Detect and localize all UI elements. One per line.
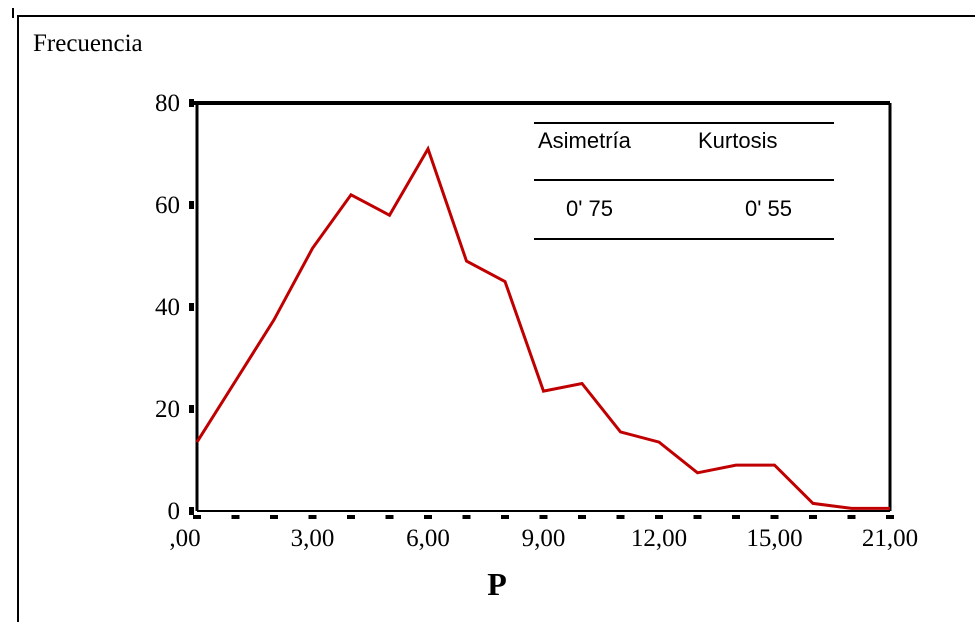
figure-frame-left (17, 15, 19, 622)
stats-header-asimetria: Asimetría (538, 128, 632, 153)
x-tick-label: ,00 (169, 525, 200, 552)
x-tick-mark (578, 515, 586, 519)
x-tick-mark (462, 515, 471, 519)
y-tick-mark (189, 201, 194, 209)
x-tick-mark (809, 515, 817, 519)
x-tick-mark (501, 515, 509, 519)
x-tick-label: 12,00 (631, 525, 687, 552)
figure-frame-notch (12, 8, 14, 18)
x-axis-title: P (487, 566, 507, 602)
y-axis-title: Frecuencia (33, 30, 143, 57)
x-tick-mark (847, 515, 856, 519)
x-tick-mark (193, 515, 201, 519)
figure-frame-top (17, 15, 975, 17)
series-line (195, 145, 890, 510)
stats-header-kurtosis: Kurtosis (698, 128, 777, 153)
y-tick-mark (189, 405, 194, 413)
y-tick-mark (189, 303, 194, 311)
x-tick-mark (347, 515, 355, 519)
x-tick-mark (770, 515, 779, 519)
x-tick-mark (539, 515, 548, 519)
x-tick-mark (308, 515, 317, 519)
x-tick-mark (231, 515, 240, 519)
y-tick-label: 40 (155, 294, 180, 321)
y-axis-ticks: 0 20 40 60 80 (155, 90, 194, 525)
x-axis-ticks: ,00 3,00 6,00 9,00 12,00 15,00 21,00 (169, 515, 918, 552)
stats-value-kurtosis: 0' 55 (745, 196, 792, 221)
stats-table: Asimetría Kurtosis 0' 75 0' 55 (534, 122, 834, 240)
y-tick-label: 60 (155, 192, 180, 219)
y-tick-mark (189, 507, 194, 515)
series-group (195, 145, 890, 510)
x-tick-label: 9,00 (522, 525, 566, 552)
x-tick-mark (732, 515, 740, 519)
x-tick-mark (886, 515, 894, 519)
plot-area-frame (190, 101, 892, 512)
y-tick-label: 20 (155, 396, 180, 423)
x-tick-label: 6,00 (406, 525, 450, 552)
x-tick-mark (655, 515, 663, 519)
y-tick-label: 0 (168, 498, 181, 525)
stats-value-asimetria: 0' 75 (566, 196, 613, 221)
x-tick-mark (616, 515, 625, 519)
x-tick-label: 3,00 (291, 525, 335, 552)
x-tick-mark (385, 515, 394, 519)
x-tick-mark (270, 515, 278, 519)
x-tick-mark (424, 515, 432, 519)
x-tick-mark (693, 515, 702, 519)
x-tick-label: 15,00 (746, 525, 802, 552)
x-tick-label: 21,00 (862, 525, 918, 552)
y-tick-label: 80 (155, 90, 180, 117)
y-tick-mark (189, 99, 194, 107)
